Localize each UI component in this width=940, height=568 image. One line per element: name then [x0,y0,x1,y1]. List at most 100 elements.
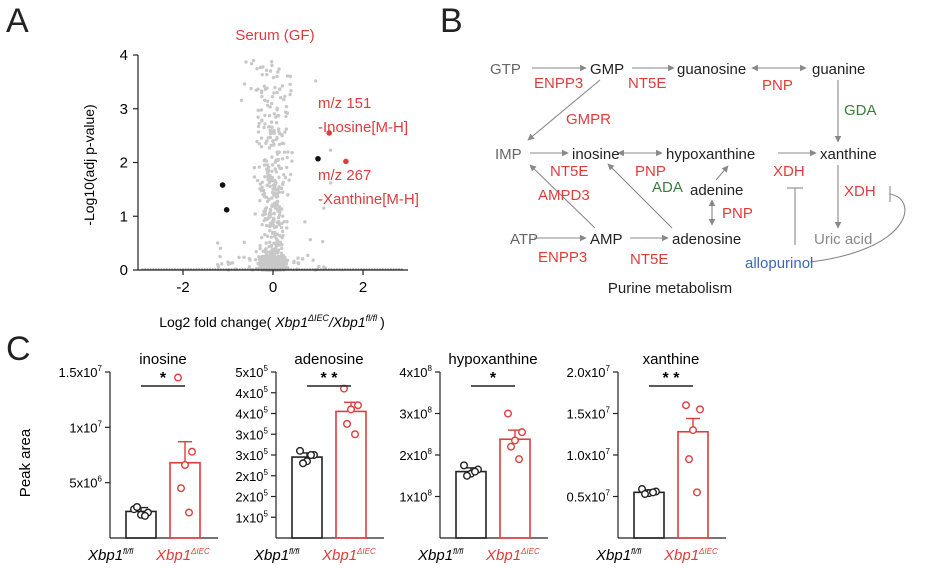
volcano-point [237,255,241,260]
volcano-point [284,165,289,170]
volcano-point [282,150,287,154]
volcano-point [270,169,274,173]
node-gmp: GMP [590,61,624,78]
volcano-point [300,257,305,261]
volcano-point [268,69,273,73]
enzyme-gda: GDA [844,102,877,119]
volcano-point [269,264,274,269]
volcano-point [321,239,325,244]
enzyme-nt5e-mid: NT5E [550,163,588,180]
volcano-point [280,207,284,211]
group-label-control: Xbp1fl/fl [595,547,641,564]
volcano-point [283,176,288,180]
volcano-point [279,225,284,230]
bar-y-tick-label: 3x105 [235,426,268,442]
volcano-point [264,241,268,245]
volcano-point [275,106,279,110]
volcano-x-tick-label: -2 [176,279,189,296]
annotation-inosine-mz: m/z 151 [318,95,371,112]
volcano-point [268,240,272,245]
volcano-point [277,175,281,179]
volcano-point [313,79,318,83]
bar-y-tick-label: 0.5x107 [567,489,611,505]
volcano-point [216,241,220,245]
volcano-point [262,125,266,130]
arrow-amp-imp [529,164,596,229]
volcano-point [274,120,279,125]
volcano-point [283,130,287,134]
volcano-point [257,142,261,146]
volcano-point [276,70,280,74]
volcano-point [271,259,275,263]
volcano-point [275,194,280,199]
volcano-point [253,257,258,262]
volcano-point [285,74,290,78]
data-point [340,384,349,393]
pathway-enzymes: ENPP3 NT5E PNP GDA GMPR NT5E PNP XDH AMP… [534,75,877,268]
bar-y-tick-label: 5x106 [69,475,102,491]
volcano-ticks: -2 0 2 0 1 2 3 4 [120,47,368,296]
volcano-point [269,101,274,106]
enzyme-enpp3-top: ENPP3 [534,75,583,92]
data-point [173,373,182,382]
volcano-point [251,58,256,63]
volcano-point [242,255,246,260]
volcano-point [247,265,252,269]
volcano-x-tick-label: 0 [269,279,277,296]
bar-y-tick-label: 1.0x107 [567,447,611,463]
volcano-point [272,142,276,147]
volcano-point [276,248,281,252]
volcano-plot: Serum (GF) -2 0 2 0 1 2 3 4 -Log10(adj p-value)… [81,27,419,330]
bar-y-tick-label: 1.5x107 [59,364,103,380]
pathway-caption: Purine metabolism [608,280,732,297]
node-imp: IMP [495,146,522,163]
volcano-point [220,262,224,266]
volcano-point [265,250,269,254]
group-label-knockout: Xbp1ΔIEC [321,547,376,564]
bar-y-tick-label: 2x105 [235,489,268,505]
volcano-point [262,218,266,223]
volcano-point [279,251,284,255]
volcano-point [272,91,276,95]
volcano-point [275,74,279,79]
bar-chart-title: inosine [139,351,187,368]
volcano-point [276,164,281,168]
volcano-point [263,232,267,237]
volcano-point [270,155,274,159]
arrow-adenine-hypoxanthine [715,165,729,181]
volcano-point [260,264,264,268]
bar-y-tick-label: 3x108 [399,406,432,422]
volcano-point [280,229,285,234]
volcano-point [256,115,260,119]
enzyme-ampd3: AMPD3 [538,187,590,204]
bar [335,410,367,539]
volcano-point [258,260,263,265]
volcano-point [267,146,272,150]
data-point [689,426,698,435]
volcano-point [275,239,280,243]
data-point [299,459,308,468]
volcano-point [273,225,277,229]
bar-y-tick-label: 1.5x107 [567,406,611,422]
volcano-point [239,98,244,103]
volcano-point [274,137,278,142]
volcano-point [269,249,274,253]
node-xanthine: xanthine [820,146,877,163]
volcano-point [322,265,326,269]
annotation-xanthine-name: -Xanthine[M-H] [318,191,419,208]
volcano-point [292,259,296,264]
node-inosine: inosine [572,146,620,163]
bar-chart-inosine: inosine 5x106 1x107 1.5x107 * Xbp1fl/fl Xbp1ΔI… [59,351,218,564]
data-point [641,490,650,499]
volcano-point [271,231,275,235]
volcano-point [275,199,280,204]
volcano-point [284,104,289,109]
volcano-point [280,243,284,247]
volcano-point [262,163,267,167]
data-point [460,461,469,470]
volcano-point [286,150,290,154]
volcano-point [268,184,272,189]
data-point [347,405,356,414]
volcano-point [264,247,268,252]
volcano-point [277,190,281,194]
